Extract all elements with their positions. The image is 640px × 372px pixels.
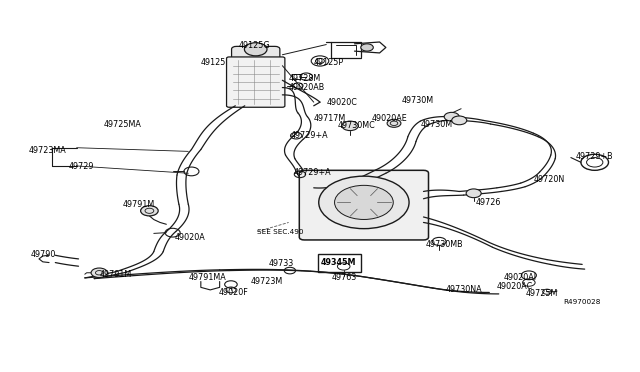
Text: 49345M: 49345M	[321, 259, 356, 267]
FancyBboxPatch shape	[227, 57, 285, 107]
Text: 49730MC: 49730MC	[337, 121, 375, 130]
Text: 49020A: 49020A	[175, 233, 205, 242]
Circle shape	[444, 112, 460, 121]
Text: 49726: 49726	[476, 198, 501, 207]
Text: 49020C: 49020C	[326, 98, 357, 107]
Circle shape	[91, 268, 108, 278]
Text: 49725MA: 49725MA	[104, 119, 141, 128]
Text: 49729+A: 49729+A	[291, 131, 328, 140]
Text: 49729+B: 49729+B	[576, 153, 614, 161]
Text: 49720N: 49720N	[533, 175, 564, 184]
Circle shape	[452, 116, 467, 125]
Text: 49723M: 49723M	[251, 277, 284, 286]
Text: 49733: 49733	[269, 259, 294, 268]
Text: 49020AI: 49020AI	[503, 273, 536, 282]
Text: 49730NA: 49730NA	[445, 285, 482, 294]
Text: 49125: 49125	[201, 58, 226, 67]
Circle shape	[244, 43, 267, 56]
Text: 49763: 49763	[332, 273, 356, 282]
Circle shape	[141, 206, 158, 216]
Text: 49125P: 49125P	[314, 58, 344, 67]
Circle shape	[466, 189, 481, 198]
Text: 49020AE: 49020AE	[372, 114, 408, 123]
FancyBboxPatch shape	[300, 170, 429, 240]
Circle shape	[387, 119, 401, 127]
Text: 49020AC: 49020AC	[497, 282, 533, 291]
Text: 49728M: 49728M	[289, 74, 321, 83]
Circle shape	[319, 176, 409, 229]
Text: 49717M: 49717M	[314, 114, 346, 123]
Text: R4970028: R4970028	[563, 299, 601, 305]
Text: SEE SEC.490: SEE SEC.490	[257, 228, 304, 235]
Circle shape	[342, 121, 358, 131]
Text: 49791M: 49791M	[122, 201, 155, 209]
Circle shape	[361, 44, 373, 51]
Text: 49791M: 49791M	[99, 270, 131, 279]
Text: 49729+A: 49729+A	[294, 168, 332, 177]
Circle shape	[335, 185, 393, 219]
Text: 49725M: 49725M	[525, 289, 558, 298]
Text: 49125G: 49125G	[239, 41, 270, 50]
Text: 49729: 49729	[69, 162, 95, 171]
Text: 49020F: 49020F	[218, 288, 248, 297]
Text: 49790: 49790	[30, 250, 56, 259]
Text: 49020AB: 49020AB	[289, 83, 325, 92]
Text: 49730M: 49730M	[401, 96, 434, 105]
Text: 49791MA: 49791MA	[188, 273, 226, 282]
Bar	[292, 74, 300, 79]
Text: 49730M: 49730M	[420, 119, 452, 128]
Text: 49730MB: 49730MB	[426, 240, 463, 249]
Bar	[318, 254, 361, 272]
FancyBboxPatch shape	[232, 46, 280, 65]
Text: 49723MA: 49723MA	[28, 146, 66, 155]
